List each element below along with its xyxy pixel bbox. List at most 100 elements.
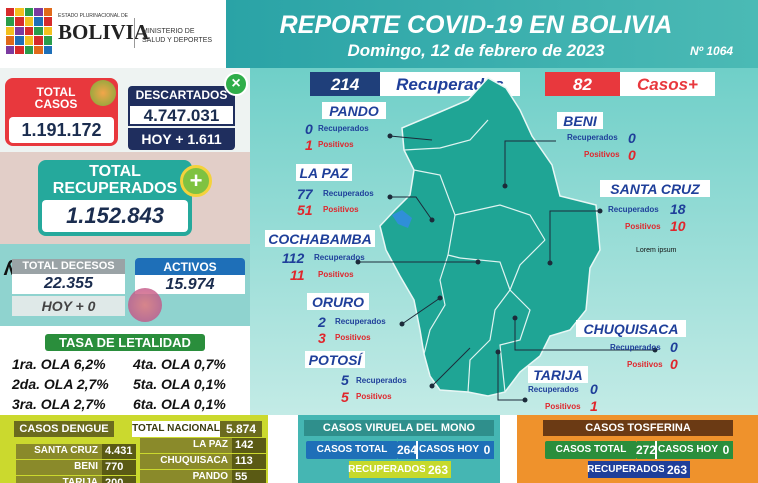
discarded-value: 4.747.031 — [128, 104, 235, 126]
positive-today-value: 82 — [545, 72, 620, 96]
discarded-today: HOY + 1.611 — [128, 128, 235, 150]
pertussis-recovered: 263 — [664, 461, 690, 478]
state-name: ESTADO PLURINACIONAL DE — [58, 13, 129, 19]
logo-tile — [34, 26, 43, 36]
deaths-value: 22.355 — [12, 274, 125, 294]
positive-label: Positivos — [335, 333, 371, 342]
positive-label: Positivos — [318, 140, 354, 149]
logo-tile — [24, 17, 34, 26]
dengue-name: TARIJA — [16, 476, 102, 483]
recovered-value: 5 — [341, 372, 349, 388]
mpox-recovered-label: RECUPERADOS — [348, 461, 426, 478]
leader-lines — [358, 135, 655, 401]
dengue-value: 200 — [102, 476, 136, 483]
positive-label: Positivos — [323, 205, 359, 214]
recovered-value: 112 — [282, 250, 305, 266]
recovered-label: Recuperados — [567, 133, 618, 142]
positive-today-label: Casos+ — [620, 72, 715, 96]
mpox-recovered: 263 — [425, 461, 451, 478]
total-cases-label: TOTAL CASOS — [34, 85, 78, 111]
positive-label: Positivos — [356, 392, 392, 401]
department-name: ORURO — [307, 293, 369, 310]
department-borders — [403, 119, 546, 393]
recovered-value: 0 — [590, 381, 598, 397]
deaths-today: HOY + 0 — [12, 296, 125, 316]
active-label: ACTIVOS — [135, 258, 245, 275]
positive-value: 11 — [290, 267, 305, 283]
department-name: BENI — [557, 112, 603, 129]
logo-tile — [6, 45, 15, 54]
lethality-item: 1ra. OLA 6,2% — [12, 356, 106, 372]
recovered-value: 0 — [305, 121, 313, 137]
positive-label: Positivos — [318, 270, 354, 279]
dengue-total-label: TOTAL NACIONAL — [132, 421, 220, 437]
recovered-value: 1.152.843 — [42, 200, 188, 232]
department-name: POTOSÍ — [305, 351, 365, 368]
logo-tile — [6, 26, 15, 36]
dengue-name: CHUQUISACA — [140, 454, 232, 469]
recovered-label: Recuperados — [335, 317, 386, 326]
positive-label: Positivos — [625, 222, 661, 231]
map-note: Lorem ipsum — [636, 247, 677, 254]
positive-value: 1 — [305, 137, 313, 153]
virus-icon — [128, 288, 162, 322]
report-date: Domingo, 12 de febrero de 2023 — [347, 40, 605, 60]
recovered-label: Recuperados — [314, 253, 365, 262]
logo-tile — [6, 17, 15, 26]
recovered-value: 2 — [318, 314, 326, 330]
recovered-value: 0 — [628, 130, 636, 146]
pertussis-today: 0 — [719, 441, 733, 459]
recovered-label: Recuperados — [608, 205, 659, 214]
discarded-label: DESCARTADOS — [128, 86, 235, 104]
active-value: 15.974 — [135, 275, 245, 294]
logo-tile — [43, 8, 52, 17]
logo-tile — [43, 26, 52, 36]
department-name: PANDO — [322, 102, 386, 119]
bolivia-map — [355, 77, 658, 403]
plus-icon: + — [180, 165, 212, 197]
department-name: COCHABAMBA — [265, 230, 375, 247]
logo-tile — [34, 45, 43, 54]
logo-tile — [43, 45, 52, 54]
logo-tile — [24, 45, 34, 54]
logo-tile — [43, 36, 52, 45]
ribbon-icon: ʎ — [3, 258, 15, 280]
department-name: CHUQUISACA — [576, 320, 686, 337]
mpox-title: CASOS VIRUELA DEL MONO — [304, 420, 494, 436]
dengue-name: PANDO — [140, 470, 232, 483]
positive-label: Positivos — [584, 150, 620, 159]
recovered-label: Recuperados — [323, 189, 374, 198]
positive-value: 51 — [297, 202, 313, 218]
recovered-today-value: 214 — [310, 72, 380, 96]
recovered-value: 18 — [670, 201, 686, 217]
leader-dots — [355, 133, 658, 403]
logo-tile — [24, 26, 34, 36]
logo-tile — [24, 36, 34, 45]
dengue-value: 4.431 — [102, 444, 136, 459]
deaths-label: TOTAL DECESOS — [12, 259, 125, 274]
country-name: BOLIVIA — [58, 20, 150, 44]
lethality-item: 5ta. OLA 0,1% — [133, 376, 226, 392]
logo-tile — [6, 8, 15, 17]
mpox-total-label: CASOS TOTAL — [306, 441, 398, 459]
report-title: REPORTE COVID-19 EN BOLIVIA — [279, 10, 673, 39]
recovered-value: 77 — [297, 186, 313, 202]
lethality-item: 3ra. OLA 2,7% — [12, 396, 106, 412]
recovered-label: Recuperados — [356, 376, 407, 385]
mpox-today: 0 — [480, 441, 494, 459]
logo-tile — [15, 36, 24, 45]
dengue-total: 5.874 — [220, 421, 262, 437]
pertussis-recovered-label: RECUPERADOS — [587, 461, 665, 478]
recovered-label: Recuperados — [528, 385, 579, 394]
total-cases-value: 1.191.172 — [9, 117, 114, 143]
dengue-value: 770 — [102, 460, 136, 475]
recovered-label: Recuperados — [318, 124, 369, 133]
dengue-name: SANTA CRUZ — [16, 444, 102, 459]
dengue-value: 55 — [232, 470, 266, 483]
logo-tile — [15, 45, 24, 54]
mpox-total: 264 — [396, 441, 418, 459]
divider — [134, 18, 135, 48]
positive-value: 0 — [670, 356, 678, 372]
recovered-value: 0 — [670, 339, 678, 355]
dengue-name: BENI — [16, 460, 102, 475]
